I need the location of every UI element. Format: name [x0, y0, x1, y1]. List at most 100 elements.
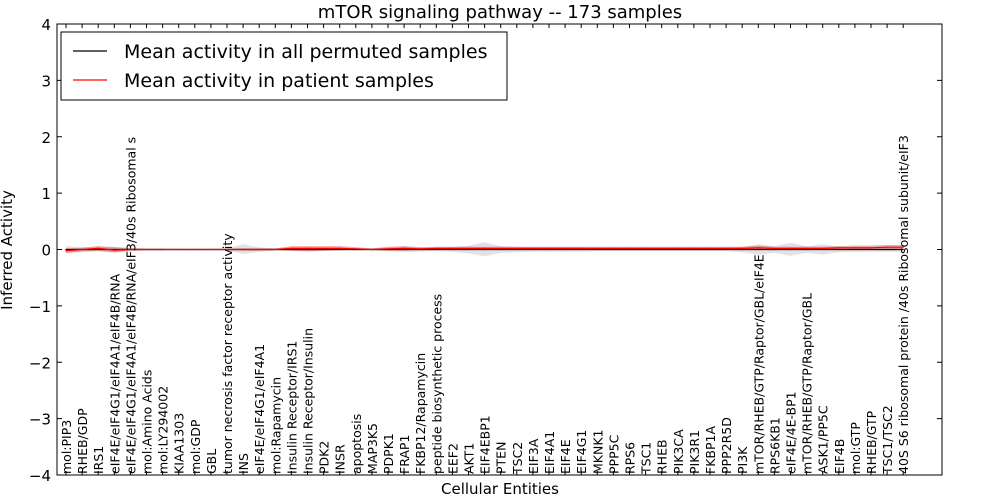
point-patient-42	[741, 247, 743, 249]
y-tick-label: 3	[41, 72, 51, 90]
point-patient-39	[693, 247, 695, 249]
x-tick-label: EIF4A1	[542, 431, 557, 474]
point-permuted-15	[306, 248, 309, 251]
x-tick-label: PDK2	[317, 441, 332, 474]
x-tick-label: tumor necrosis factor receptor activity	[220, 233, 235, 474]
point-patient-5	[145, 248, 148, 251]
legend-label-patient: Mean activity in patient samples	[124, 70, 434, 92]
point-permuted-39	[693, 248, 695, 251]
point-patient-38	[677, 247, 679, 249]
point-permuted-44	[773, 248, 776, 251]
x-tick-label: FKBP1A	[703, 426, 718, 474]
point-patient-45	[789, 247, 792, 249]
x-tick-label: mTOR/RHEB/GTP/Raptor/GBL	[800, 293, 815, 474]
point-permuted-46	[806, 248, 808, 251]
chart-title: mTOR signaling pathway -- 173 samples	[318, 2, 682, 23]
x-tick-label: RHEB/GTP	[864, 410, 879, 474]
x-tick-label: EIF4E	[558, 439, 573, 474]
point-patient-35	[628, 247, 631, 249]
plot-frame	[56, 23, 943, 476]
point-permuted-47	[822, 248, 824, 251]
point-patient-15	[306, 247, 309, 249]
legend: Mean activity in all permuted samples Me…	[60, 31, 508, 101]
point-permuted-38	[677, 248, 679, 251]
x-tick-label: FRAP1	[397, 435, 412, 474]
x-tick-label: MKNK1	[590, 430, 605, 474]
x-tick-label: MAP3K5	[365, 423, 380, 474]
y-tick-label: −3	[29, 411, 51, 429]
point-patient-9	[210, 248, 212, 251]
point-permuted-52	[902, 248, 904, 251]
point-permuted-24	[451, 248, 453, 251]
point-patient-40	[709, 247, 711, 249]
point-permuted-34	[612, 248, 615, 251]
x-tick-label: mol:PIP3	[59, 420, 74, 474]
point-patient-0	[65, 250, 67, 252]
x-tick-label: RHEB/GDP	[75, 408, 90, 474]
x-tick-label: AKT1	[462, 443, 477, 474]
x-tick-label: mTOR/RHEB/GTP/Raptor/GBL/eIF4E	[751, 254, 766, 474]
point-permuted-23	[435, 248, 437, 251]
x-axis-label: Cellular Entities	[441, 480, 559, 498]
point-patient-14	[290, 247, 292, 249]
x-tick-label: PIK3R1	[687, 430, 702, 474]
point-patient-21	[403, 247, 405, 249]
x-tick-label: RPS6	[623, 442, 638, 474]
point-patient-52	[902, 246, 904, 248]
point-patient-22	[419, 248, 421, 250]
point-patient-43	[757, 247, 759, 249]
point-permuted-26	[484, 248, 486, 251]
point-patient-3	[113, 249, 115, 251]
point-permuted-16	[323, 248, 325, 251]
x-tick-label: TSC1	[639, 442, 654, 475]
point-permuted-29	[532, 248, 534, 251]
point-patient-20	[387, 248, 389, 250]
x-tick-label: TSC1/TSC2	[880, 405, 895, 475]
point-patient-2	[97, 247, 99, 249]
point-patient-23	[435, 247, 437, 249]
y-tick-label: −1	[29, 298, 51, 316]
x-tick-label: INS	[236, 453, 251, 474]
x-tick-label: eIF4E/eIF4G1/eIF4A1	[252, 344, 267, 474]
point-patient-37	[661, 247, 663, 249]
x-tick-label: EIF4G1	[574, 430, 589, 474]
point-permuted-51	[886, 248, 888, 251]
point-permuted-49	[854, 248, 856, 251]
y-tick-label: −4	[29, 467, 51, 485]
point-patient-7	[178, 248, 180, 251]
x-tick-label: INSR	[333, 444, 348, 474]
x-tick-label: PI3K	[735, 446, 750, 474]
point-permuted-0	[65, 248, 67, 251]
point-patient-19	[371, 248, 373, 251]
x-tick-label: RHEB	[655, 439, 670, 474]
x-tick-label: Insulin Receptor/Insulin	[301, 328, 316, 474]
point-permuted-36	[645, 248, 647, 251]
point-patient-46	[806, 247, 808, 249]
x-tick-label: PDPK1	[381, 433, 396, 474]
x-tick-label: eIF4E/eIF4G1/eIF4A1/eIF4B/RNA	[107, 273, 122, 474]
x-tick-label: PPP2R5D	[719, 417, 734, 474]
point-permuted-27	[500, 248, 502, 251]
point-patient-17	[339, 247, 341, 249]
point-permuted-21	[403, 248, 405, 251]
point-patient-33	[596, 247, 598, 249]
x-tick-label: apoptosis	[349, 414, 364, 474]
x-tick-label: PTEN	[494, 442, 509, 474]
x-tick-label: EIF3A	[526, 438, 541, 474]
x-tick-label: FKBP12/Rapamycin	[413, 353, 428, 474]
point-patient-12	[258, 248, 260, 251]
legend-box	[60, 31, 508, 101]
point-patient-51	[886, 246, 888, 248]
point-patient-36	[645, 247, 647, 249]
x-tick-label: PPP5C	[606, 434, 621, 474]
point-patient-31	[564, 247, 566, 249]
x-tick-label: mol:Amino Acids	[140, 370, 155, 474]
point-permuted-14	[290, 248, 292, 251]
x-tick-label: mol:Rapamycin	[268, 377, 283, 474]
point-patient-49	[854, 247, 856, 249]
point-patient-27	[500, 247, 502, 249]
point-patient-26	[484, 247, 486, 249]
x-tick-label: eIF4E/4E-BP1	[784, 391, 799, 474]
point-patient-11	[242, 248, 244, 251]
x-tick-label: KIAA1303	[172, 413, 187, 474]
